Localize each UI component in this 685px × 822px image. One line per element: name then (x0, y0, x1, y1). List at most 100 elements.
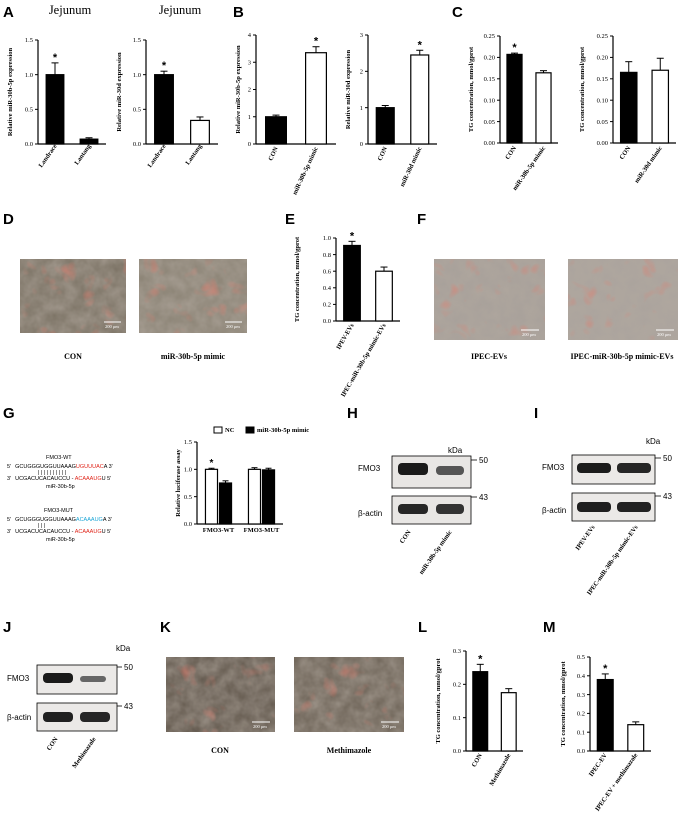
bar (204, 468, 219, 525)
significance-star: * (512, 42, 517, 54)
chart-b1: 0 1 2 3 4 Relative miR-30b-5p expression CON * m… (235, 32, 336, 196)
y-axis-label: TG concentration, mmol/gprot (294, 236, 301, 322)
y-tick-label: 3 (248, 59, 251, 66)
bar (627, 724, 645, 752)
marker-43: 43 (479, 493, 488, 502)
x-tick-label: IPEC-EV (588, 752, 609, 778)
seq-wt-mirna: miR-30b-5p (46, 484, 75, 490)
sequence-fmo3-wt: FMO3-WT 5' GCUGGGUGGUUAAAGUGUUUACA 3' | |… (7, 455, 113, 490)
bar (218, 482, 233, 525)
kda-label: kDa (646, 437, 661, 446)
bar (154, 74, 174, 145)
scale-bar-label: 200 μm (382, 724, 396, 729)
y-tick-label: 4 (248, 32, 252, 39)
x-tick-label: Lantang (73, 143, 93, 167)
seq-wt-title: FMO3-WT (46, 455, 72, 461)
y-tick-label: 2 (360, 69, 363, 76)
bar (651, 69, 670, 144)
micrograph-k-con: 200 μm (166, 657, 275, 732)
scale-bar-label: 200 μm (226, 324, 240, 329)
y-tick-label: 1.0 (184, 467, 192, 474)
scale-bar-label: 200 μm (522, 332, 536, 337)
panel-label-l: L (418, 619, 427, 636)
y-tick-label: 0.5 (184, 494, 192, 501)
micrograph-f-mimic-evs: 200 μm (568, 259, 678, 340)
y-tick-label: 0.0 (133, 141, 141, 148)
caption-k-methimazole: Methimazole (327, 746, 372, 755)
y-tick-label: 0.00 (597, 140, 608, 147)
scale-bar-label: 200 μm (657, 332, 671, 337)
y-tick-label: 0.8 (323, 252, 331, 259)
y-tick-label: 1.0 (25, 72, 33, 79)
caption-f-ipec-evs: IPEC-EVs (471, 352, 507, 361)
kda-label: kDa (116, 644, 131, 653)
blot-j: kDa FMO3 β-actin 50 43 CON Methimazole (7, 644, 133, 770)
lane-label: CON (399, 529, 413, 545)
y-tick-label: 0.0 (25, 141, 33, 148)
seq-mut-pairing: | | | (38, 523, 45, 529)
y-tick-label: 2 (248, 87, 251, 94)
x-tick-label: Landrace (38, 143, 59, 169)
micrograph-f-ipec-evs: 200 μm (434, 259, 545, 340)
y-tick-label: 1.5 (184, 439, 192, 446)
y-tick-label: 0.5 (133, 107, 141, 114)
x-tick-label: miR-30b-5p mimic (291, 146, 319, 196)
y-tick-label: 0.6 (323, 268, 332, 275)
legend-swatch (245, 426, 255, 434)
chart-c1: 0.00 0.05 0.10 0.15 0.20 0.25 TG concentration… (468, 33, 558, 192)
y-axis-label: Relative miR-30d expression (345, 49, 352, 129)
scale-bar-label: 200 μm (105, 324, 119, 329)
caption-d-mimic: miR-30b-5p mimic (161, 352, 226, 361)
bar (506, 53, 523, 144)
seq-wt-top: 5' GCUGGGUGGUUAAAGUGUUUACA 3' (7, 464, 113, 470)
y-tick-label: 0.3 (453, 648, 461, 655)
blot-bottom-label: β-actin (542, 506, 566, 515)
chart-e: 0.0 0.2 0.4 0.6 0.8 1.0 TG concentration, mmol… (294, 230, 400, 398)
x-tick-label: miR-30d mimic (399, 146, 424, 188)
significance-star: * (210, 458, 214, 469)
caption-k-con: CON (211, 746, 229, 755)
y-tick-label: 0.15 (597, 76, 608, 83)
y-tick-label: 0.0 (323, 318, 331, 325)
significance-star: * (314, 36, 319, 48)
panel-label-f: F (417, 211, 426, 228)
micrograph-k-methimazole: 200 μm (294, 657, 404, 732)
y-tick-label: 0.5 (577, 654, 585, 661)
y-tick-label: 0.3 (577, 692, 585, 699)
marker-50: 50 (479, 456, 488, 465)
micrograph-d-mimic: 200 μm (139, 259, 247, 333)
blot-top-label: FMO3 (358, 464, 381, 473)
panel-label-j: J (3, 619, 11, 636)
bar (305, 52, 328, 145)
seq-mut-bottom: 3' UCGACUCACAUCCU - ACAAAUGU 5' (7, 529, 111, 535)
y-tick-label: 0.2 (577, 711, 585, 718)
y-tick-label: 0.0 (577, 748, 585, 755)
y-tick-label: 0.4 (323, 285, 332, 292)
x-tick-label: miR-30d mimic (633, 145, 664, 184)
chart-title: Jejunum (159, 3, 202, 17)
bar (190, 119, 210, 145)
x-tick-label: IPEV-EVs (335, 322, 356, 351)
kda-label: kDa (448, 446, 463, 455)
blot-bottom-label: β-actin (7, 713, 31, 722)
y-tick-label: 0.25 (484, 33, 495, 40)
significance-star: * (53, 52, 58, 64)
panel-label-k: K (160, 619, 171, 636)
lane-label: IPEC-miR-30b-5p mimic-EVs (586, 524, 640, 597)
x-tick-label: FMO3-MUT (244, 527, 280, 534)
panel-label-i: I (534, 405, 538, 422)
y-tick-label: 0.1 (453, 715, 461, 722)
y-tick-label: 3 (360, 32, 363, 39)
panel-label-b: B (233, 4, 244, 21)
sequence-fmo3-mut: FMO3-MUT 5' GCUGGGUGGUUAAAGACAAAUGA 3' | … (7, 508, 112, 543)
seq-mut-mirna: miR-30b-5p (46, 537, 75, 543)
bar (261, 469, 276, 525)
significance-star: * (418, 39, 423, 51)
lane-label: CON (46, 736, 60, 752)
bar (247, 468, 262, 525)
x-tick-label: Lantang (184, 143, 204, 167)
y-tick-label: 0.0 (453, 748, 461, 755)
bar (535, 72, 552, 144)
y-tick-label: 0.1 (577, 729, 585, 736)
marker-43: 43 (663, 492, 672, 501)
